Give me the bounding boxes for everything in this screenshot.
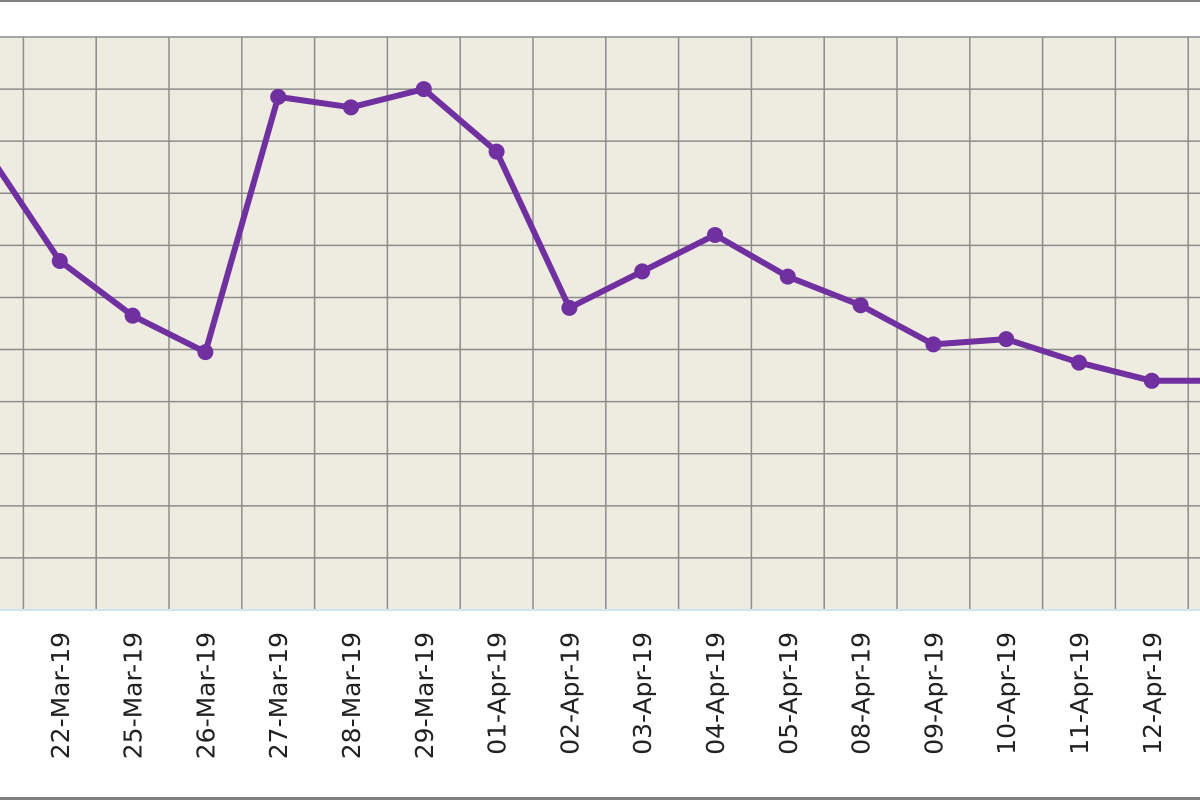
data-point <box>488 143 505 160</box>
x-axis-band <box>0 611 1200 797</box>
x-tick-label: 10-Apr-19 <box>992 632 1021 755</box>
data-point <box>998 331 1015 348</box>
x-tick-label: 27-Mar-19 <box>264 632 293 759</box>
x-tick-label: 04-Apr-19 <box>701 632 730 755</box>
x-tick-label: 09-Apr-19 <box>919 632 948 755</box>
data-point <box>197 344 214 361</box>
data-point <box>852 297 869 314</box>
data-point <box>1143 372 1160 389</box>
x-tick-label: 22-Mar-19 <box>46 632 75 759</box>
data-point <box>124 307 141 324</box>
data-point <box>707 226 723 243</box>
data-points <box>51 81 1160 389</box>
data-point <box>343 99 359 116</box>
x-tick-label: 28-Mar-19 <box>337 632 366 759</box>
x-tick-label: 01-Apr-19 <box>483 632 512 755</box>
data-point <box>634 263 651 280</box>
x-tick-label: 05-Apr-19 <box>774 632 803 755</box>
x-tick-label: 21-Mar-19 <box>0 632 2 759</box>
grid <box>0 36 1200 611</box>
data-point <box>925 336 942 353</box>
data-point <box>1071 354 1087 371</box>
series-line <box>0 86 1200 384</box>
x-tick-label: 11-Apr-19 <box>1065 632 1094 755</box>
x-tick-label: 25-Mar-19 <box>119 632 148 759</box>
data-point <box>51 252 68 269</box>
x-tick-label: 29-Mar-19 <box>410 632 439 759</box>
x-tick-label: 08-Apr-19 <box>847 632 876 755</box>
plot-area <box>0 37 1200 610</box>
x-tick-label: 12-Apr-19 <box>1138 632 1167 755</box>
top-border <box>0 0 1200 2</box>
data-point <box>415 81 432 98</box>
data-point <box>779 268 796 285</box>
x-tick-label: 02-Apr-19 <box>555 632 584 755</box>
x-tick-label: 03-Apr-19 <box>628 632 657 755</box>
x-axis-tick-labels: 21-Mar-19 22-Mar-19 25-Mar-19 26-Mar-19 27-M… <box>0 632 1167 759</box>
series-line-group <box>0 86 1200 384</box>
data-point <box>270 88 287 105</box>
x-tick-label: 26-Mar-19 <box>191 632 220 759</box>
bottom-border <box>0 797 1200 800</box>
data-point <box>561 299 578 316</box>
